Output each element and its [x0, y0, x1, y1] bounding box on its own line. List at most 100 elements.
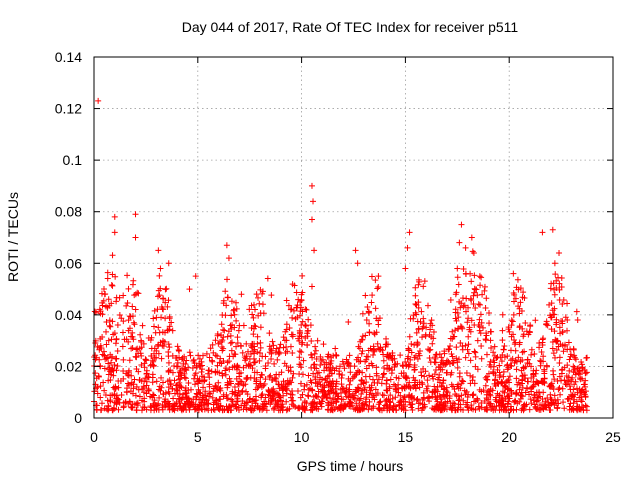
data-point [289, 281, 296, 288]
data-point [320, 341, 327, 348]
data-point [232, 299, 239, 306]
data-point [429, 322, 436, 329]
data-point [108, 281, 115, 288]
data-point [277, 341, 284, 348]
data-point [434, 398, 441, 405]
data-point [183, 357, 190, 364]
data-point [520, 289, 527, 296]
data-point [224, 333, 231, 340]
data-point [345, 318, 352, 325]
data-point [251, 306, 258, 313]
data-point [467, 380, 474, 387]
data-point [488, 406, 495, 413]
data-point [160, 338, 167, 345]
data-point [254, 349, 261, 356]
data-point [268, 356, 275, 363]
data-point [395, 385, 402, 392]
data-point [219, 347, 226, 354]
data-point [311, 361, 318, 368]
data-point [501, 389, 508, 396]
data-point [367, 345, 374, 352]
data-point [412, 352, 419, 359]
data-point [289, 374, 296, 381]
data-point [537, 393, 544, 400]
data-point [465, 350, 472, 357]
data-point [483, 330, 490, 337]
data-point [200, 384, 207, 391]
data-point [109, 353, 116, 360]
data-point [439, 366, 446, 373]
data-point [393, 374, 400, 381]
data-point [312, 373, 319, 380]
data-point [203, 350, 210, 357]
data-point [358, 390, 365, 397]
data-point [266, 349, 273, 356]
data-point [178, 396, 185, 403]
data-point [524, 360, 531, 367]
data-point [576, 386, 583, 393]
data-point [459, 343, 466, 350]
data-point [447, 296, 454, 303]
data-point [338, 374, 345, 381]
data-point [381, 364, 388, 371]
data-point [147, 393, 154, 400]
data-point [408, 341, 415, 348]
data-point [155, 293, 162, 300]
data-point [465, 407, 472, 414]
data-point [453, 317, 460, 324]
data-point [162, 389, 169, 396]
data-point [183, 407, 190, 414]
data-point [324, 399, 331, 406]
data-point [304, 392, 311, 399]
data-point [119, 329, 126, 336]
data-point [463, 308, 470, 315]
data-point [404, 375, 411, 382]
data-point [155, 386, 162, 393]
data-point [212, 382, 219, 389]
data-point [222, 288, 229, 295]
data-point [476, 405, 483, 412]
data-point [120, 356, 127, 363]
data-point [513, 358, 520, 365]
data-point [572, 371, 579, 378]
data-point [156, 394, 163, 401]
data-point [583, 407, 590, 414]
data-point [133, 354, 140, 361]
data-point [449, 353, 456, 360]
data-point [276, 371, 283, 378]
y-tick-label: 0.12 [55, 101, 82, 117]
data-point [464, 346, 471, 353]
data-point [317, 361, 324, 368]
data-point [210, 388, 217, 395]
data-point [531, 351, 538, 358]
data-point [501, 342, 508, 349]
data-point [544, 322, 551, 329]
data-point [571, 354, 578, 361]
data-point [456, 239, 463, 246]
data-point [483, 395, 490, 402]
data-point [296, 354, 303, 361]
data-point [119, 343, 126, 350]
data-point [251, 350, 258, 357]
data-point [116, 312, 123, 319]
data-point [443, 359, 450, 366]
data-point [111, 229, 118, 236]
data-point [422, 333, 429, 340]
chart-title: Day 044 of 2017, Rate Of TEC Index for r… [182, 19, 519, 35]
data-point [519, 372, 526, 379]
data-point [230, 307, 237, 314]
data-point [510, 270, 517, 277]
data-point [477, 311, 484, 318]
data-point [537, 357, 544, 364]
data-point [465, 341, 472, 348]
data-point [104, 275, 111, 282]
data-point [225, 407, 232, 414]
y-tick-label: 0.04 [55, 307, 82, 323]
data-point [259, 290, 266, 297]
data-point [355, 343, 362, 350]
data-point [547, 395, 554, 402]
data-point [416, 348, 423, 355]
data-point [234, 380, 241, 387]
data-point [373, 315, 380, 322]
data-point [207, 390, 214, 397]
